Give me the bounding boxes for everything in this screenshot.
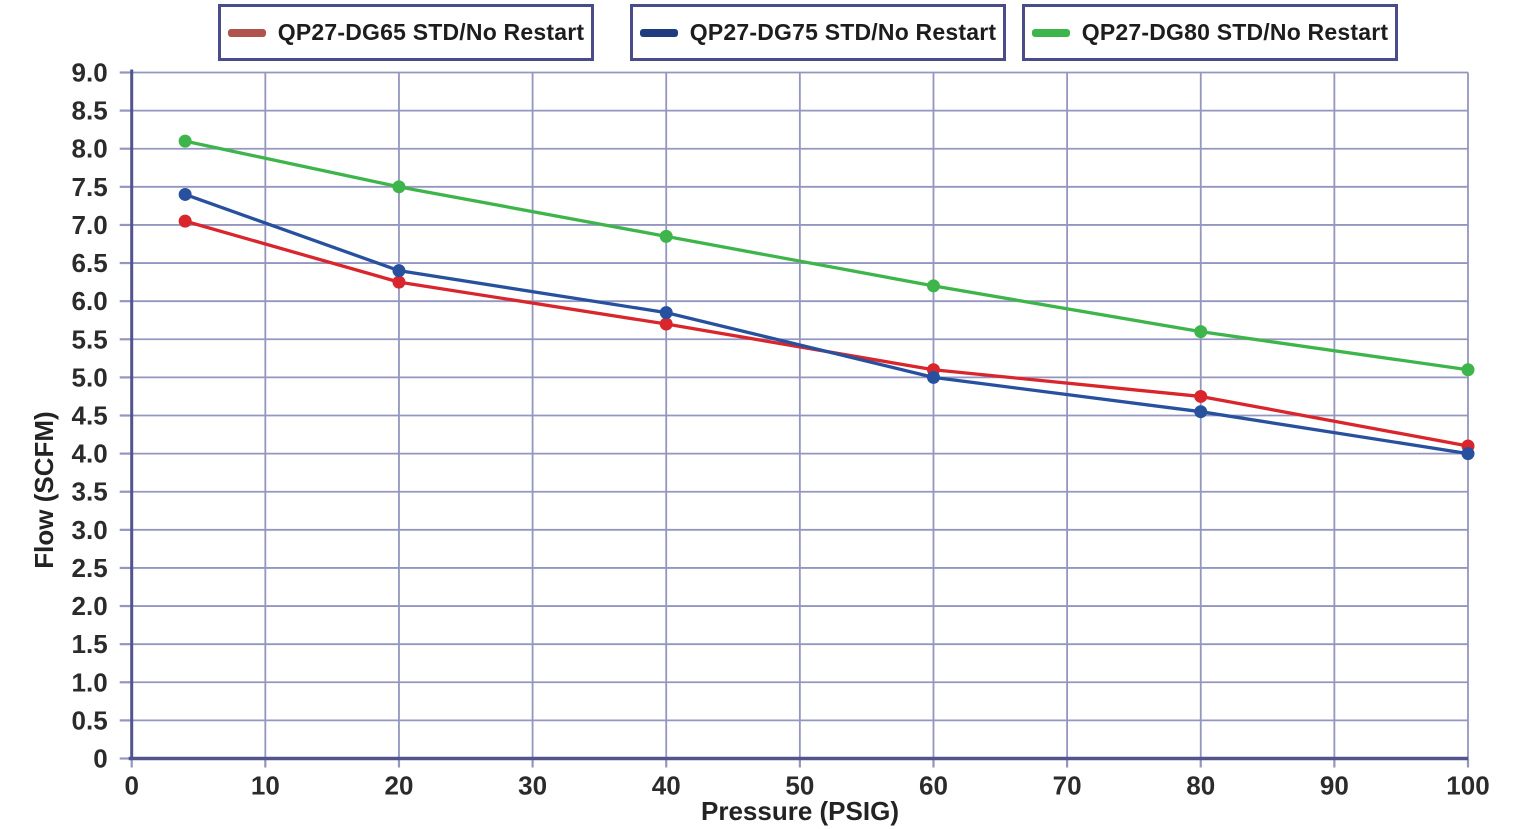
y-tick-label: 4.5 — [72, 401, 108, 431]
legend-item-dg80: QP27-DG80 STD/No Restart — [1022, 4, 1398, 61]
y-tick-label: 2.5 — [72, 553, 108, 583]
y-tick-label: 1.5 — [72, 629, 108, 659]
y-tick-label: 5.0 — [72, 362, 108, 392]
x-tick-label: 60 — [919, 771, 948, 801]
data-point-series-1 — [178, 187, 192, 201]
legend-item-dg65: QP27-DG65 STD/No Restart — [218, 4, 594, 61]
y-tick-label: 5.5 — [72, 324, 108, 354]
y-tick-label: 8.0 — [72, 134, 108, 164]
y-tick-label: 6.5 — [72, 248, 108, 278]
y-tick-label: 7.0 — [72, 210, 108, 240]
data-point-series-0 — [178, 214, 192, 228]
data-point-series-2 — [926, 279, 940, 293]
series-line-0 — [183, 219, 1470, 448]
data-point-series-0 — [392, 275, 406, 289]
data-point-series-0 — [659, 317, 673, 331]
x-tick-label: 0 — [124, 771, 138, 801]
data-point-series-2 — [659, 229, 673, 243]
y-tick-label: 2.0 — [72, 591, 108, 621]
y-tick-label: 8.5 — [72, 96, 108, 126]
data-point-series-2 — [178, 134, 192, 148]
x-tick-label: 20 — [384, 771, 413, 801]
data-point-series-1 — [392, 264, 406, 278]
x-tick-label: 40 — [652, 771, 681, 801]
legend-swatch-dg65 — [227, 28, 266, 37]
data-point-series-2 — [1194, 325, 1208, 339]
legend-item-dg75: QP27-DG75 STD/No Restart — [630, 4, 1006, 61]
legend-swatch-dg75 — [639, 28, 678, 37]
y-tick-label: 0 — [93, 744, 107, 774]
x-tick-label: 30 — [518, 771, 547, 801]
y-tick-label: 9.0 — [72, 58, 108, 88]
x-tick-label: 70 — [1053, 771, 1082, 801]
legend-label-dg80: QP27-DG80 STD/No Restart — [1081, 19, 1389, 45]
x-tick-label: 100 — [1446, 771, 1489, 801]
y-tick-label: 6.0 — [72, 286, 108, 316]
x-tick-label: 50 — [785, 771, 814, 801]
data-point-series-1 — [1194, 405, 1208, 419]
data-point-series-2 — [1461, 363, 1475, 377]
x-tick-label: 10 — [251, 771, 280, 801]
series-line-2 — [183, 139, 1470, 372]
y-tick-label: 1.0 — [72, 667, 108, 697]
y-tick-label: 3.5 — [72, 477, 108, 507]
y-axis-title: Flow (SCFM) — [29, 411, 59, 569]
legend-label-dg75: QP27-DG75 STD/No Restart — [689, 19, 997, 45]
data-point-series-1 — [659, 306, 673, 320]
legend-label-dg65: QP27-DG65 STD/No Restart — [277, 19, 585, 45]
data-point-series-1 — [926, 370, 940, 384]
series-line-1 — [183, 192, 1470, 456]
y-tick-label: 7.5 — [72, 172, 108, 202]
y-tick-label: 0.5 — [72, 705, 108, 735]
x-tick-label: 90 — [1320, 771, 1349, 801]
legend-swatch-dg80 — [1031, 28, 1070, 37]
x-axis-title: Pressure (PSIG) — [701, 796, 899, 826]
x-tick-label: 80 — [1186, 771, 1215, 801]
data-point-series-0 — [1194, 389, 1208, 403]
y-tick-label: 4.0 — [72, 439, 108, 469]
data-point-series-1 — [1461, 447, 1475, 461]
y-tick-label: 3.0 — [72, 515, 108, 545]
data-point-series-2 — [392, 180, 406, 194]
